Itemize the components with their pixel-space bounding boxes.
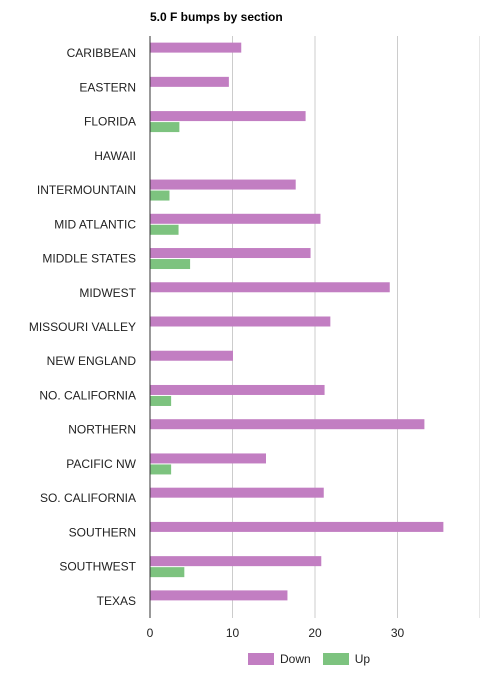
legend-swatch-up — [322, 653, 349, 665]
category-label: MID ATLANTIC — [54, 217, 136, 231]
bar-down[interactable] — [150, 350, 234, 361]
bar-up[interactable] — [150, 567, 185, 578]
category-label: FLORIDA — [84, 115, 136, 129]
category-label: MISSOURI VALLEY — [29, 320, 136, 334]
category-label: NORTHERN — [68, 423, 136, 437]
legend-item-down[interactable]: Down — [248, 652, 311, 666]
bar-down[interactable] — [150, 42, 242, 53]
category-label: TEXAS — [97, 594, 136, 608]
x-tick-labels: 0 10 20 30 — [147, 626, 405, 640]
category-label: SOUTHERN — [69, 525, 136, 539]
bar-down[interactable] — [150, 384, 325, 395]
bar-down[interactable] — [150, 453, 267, 464]
category-label: INTERMOUNTAIN — [37, 183, 136, 197]
grid-lines — [149, 36, 480, 618]
x-tick-label: 20 — [308, 626, 322, 640]
category-label: SO. CALIFORNIA — [40, 491, 136, 505]
legend: Down Up — [248, 652, 382, 666]
bar-up[interactable] — [150, 224, 179, 235]
x-tick-label: 0 — [147, 626, 154, 640]
category-label: NO. CALIFORNIA — [39, 388, 136, 402]
bar-down[interactable] — [150, 316, 331, 327]
bar-down[interactable] — [150, 213, 321, 224]
category-label: HAWAII — [94, 149, 136, 163]
x-tick-label: 10 — [226, 626, 240, 640]
bar-down[interactable] — [150, 419, 425, 430]
bar-up[interactable] — [150, 122, 180, 133]
bar-down[interactable] — [150, 590, 288, 601]
bar-down[interactable] — [150, 111, 306, 122]
category-label: PACIFIC NW — [66, 457, 136, 471]
bar-up[interactable] — [150, 259, 191, 270]
bars — [150, 42, 444, 601]
bar-down[interactable] — [150, 248, 311, 259]
legend-label-down: Down — [280, 652, 311, 666]
bar-up[interactable] — [150, 395, 172, 406]
category-label: SOUTHWEST — [59, 560, 136, 574]
bar-up[interactable] — [150, 464, 172, 475]
legend-swatch-down — [248, 653, 274, 665]
category-label: NEW ENGLAND — [47, 354, 137, 368]
category-label: CARIBBEAN — [67, 46, 136, 60]
bar-down[interactable] — [150, 487, 324, 498]
category-label: EASTERN — [79, 80, 136, 94]
bar-down[interactable] — [150, 179, 296, 190]
bar-up[interactable] — [150, 190, 170, 201]
bar-down[interactable] — [150, 556, 322, 567]
category-label: MIDDLE STATES — [42, 252, 136, 266]
category-labels: CARIBBEAN EASTERN FLORIDA HAWAII INTERMOUNTA… — [29, 46, 137, 608]
bar-down[interactable] — [150, 521, 444, 532]
legend-item-up[interactable]: Up — [322, 652, 371, 666]
bar-down[interactable] — [150, 282, 390, 293]
bar-down[interactable] — [150, 76, 229, 87]
chart-title: 5.0 F bumps by section — [150, 10, 283, 24]
x-tick-label: 30 — [391, 626, 405, 640]
category-label: MIDWEST — [79, 286, 136, 300]
legend-label-up: Up — [354, 652, 371, 666]
